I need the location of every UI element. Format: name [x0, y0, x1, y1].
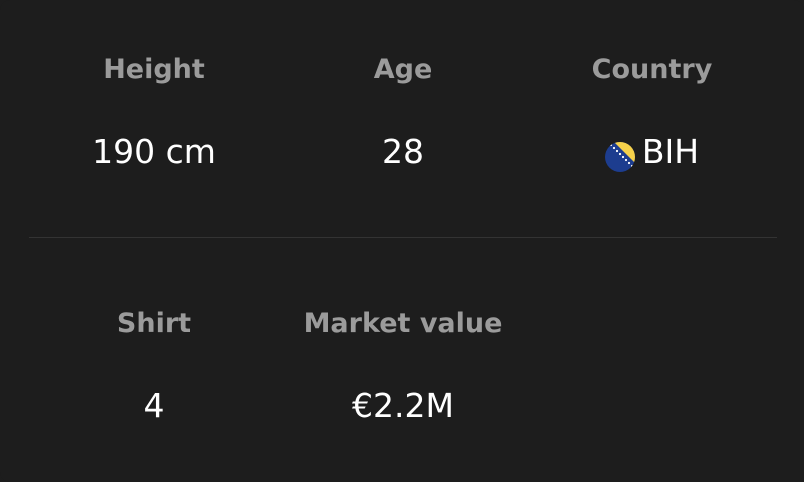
stat-country-label: Country — [591, 54, 713, 85]
stat-country-value: BIH — [641, 132, 700, 171]
stat-market-value: Market value €2.2M — [278, 300, 528, 430]
bosnia-herzegovina-flag-icon — [604, 137, 635, 172]
stat-age: Age 28 — [278, 46, 528, 176]
stat-age-label: Age — [373, 54, 433, 85]
stat-shirt: Shirt 4 — [29, 300, 279, 430]
stat-country: Country — [527, 46, 777, 176]
stat-height-label: Height — [103, 54, 205, 85]
stat-height-value: 190 cm — [92, 132, 216, 171]
stat-market-value-label: Market value — [303, 308, 503, 339]
stat-country-value-wrap: BIH — [527, 128, 777, 176]
stat-shirt-label: Shirt — [116, 308, 192, 339]
divider — [29, 237, 777, 238]
stat-shirt-value: 4 — [143, 386, 165, 425]
stat-age-value: 28 — [382, 132, 424, 171]
stat-market-value-value: €2.2M — [352, 386, 454, 425]
stat-height: Height 190 cm — [29, 46, 279, 176]
stats-row-top: Height 190 cm Age 28 Country — [0, 46, 804, 172]
stats-row-bottom: Shirt 4 Market value €2.2M — [0, 300, 804, 425]
